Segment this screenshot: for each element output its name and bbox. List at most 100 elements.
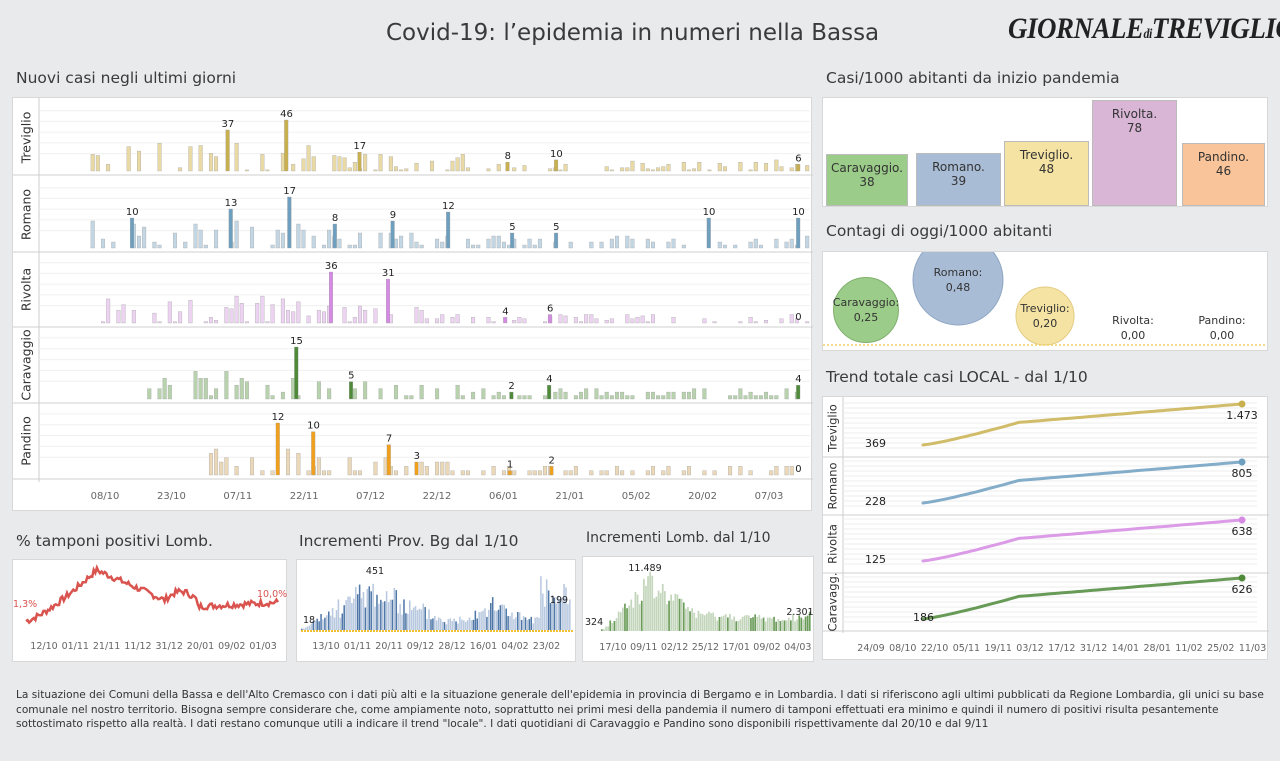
lomb-bar: [781, 620, 784, 631]
row-label-treviglio: Treviglio: [826, 404, 840, 453]
incr-bg-chart: 18 451 199 13/10 01/11 20/11 09/12 28/12 16/01 04…: [301, 566, 573, 652]
bar-rivolta: [358, 305, 362, 324]
bar-treviglio: [686, 169, 691, 172]
bar-romano: [301, 229, 306, 249]
bar-pandino: [481, 470, 486, 476]
x-tick-label: 28/12: [438, 641, 465, 652]
bubble-label: Caravaggio:: [833, 296, 899, 309]
bar-caravaggio: [547, 384, 552, 400]
bar-rivolta: [208, 317, 213, 324]
lomb-bar: [720, 616, 723, 631]
bar-romano: [532, 244, 537, 249]
data-label-treviglio: 17: [353, 141, 366, 152]
bar-rivolta: [738, 321, 743, 324]
bar-treviglio: [455, 157, 460, 172]
bar-caravaggio: [527, 395, 532, 400]
bg-bar: [445, 624, 448, 630]
bar-pandino: [666, 466, 671, 476]
bar-caravaggio: [208, 395, 213, 400]
lomb-bar: [701, 614, 704, 631]
bar-romano: [390, 220, 395, 249]
casi-card-label: Pandino.: [1197, 150, 1250, 164]
lomb-bar: [796, 619, 798, 631]
bar-caravaggio: [625, 395, 630, 400]
bar-pandino: [651, 466, 655, 476]
bg-bar: [520, 619, 523, 630]
bar-caravaggio: [758, 395, 763, 400]
bar-pandino: [738, 466, 743, 476]
lomb-bar: [735, 621, 738, 631]
bar-treviglio: [357, 152, 362, 172]
data-label-rivolta: 36: [325, 261, 338, 272]
bar-treviglio: [563, 164, 568, 172]
bar-pandino: [234, 466, 239, 476]
bar-pandino: [465, 470, 470, 476]
bg-bar: [567, 604, 569, 630]
bar-romano: [378, 232, 383, 249]
nuovi-casi-panel: Treviglio 37 46 17 8 10 6 Romano 10 13 17 8 9 12 5 5 10 1…: [12, 97, 813, 511]
bar-caravaggio: [147, 388, 152, 400]
bar-caravaggio: [316, 381, 321, 400]
bg-bar: [549, 603, 552, 630]
bar-pandino: [532, 470, 537, 476]
bar-caravaggio: [558, 388, 563, 400]
casi-card-pandino: Pandino. 46: [1182, 143, 1265, 206]
bar-caravaggio: [435, 388, 440, 400]
bar-rivolta: [131, 310, 136, 324]
bar-treviglio: [234, 143, 239, 172]
trend-endpoint-romano: [1238, 458, 1246, 466]
x-tick-label: 17/10: [599, 642, 626, 653]
bar-pandino: [615, 466, 619, 476]
bar-romano: [234, 220, 239, 249]
bar-treviglio: [178, 167, 183, 172]
bar-caravaggio: [543, 395, 548, 400]
bg-bar: [432, 618, 434, 630]
bar-pandino: [681, 470, 686, 476]
lomb-bar: [752, 617, 754, 631]
lomb-bar: [766, 617, 769, 631]
x-tick-label: 17/01: [723, 642, 750, 653]
bar-pandino: [568, 470, 573, 476]
bar-treviglio: [301, 158, 306, 172]
bar-rivolta: [471, 317, 476, 324]
lomb-bar: [613, 620, 616, 631]
bar-caravaggio: [702, 388, 707, 400]
x-tick-label: 21/11: [93, 641, 120, 652]
bg-bar: [540, 576, 542, 630]
bar-pandino: [604, 470, 609, 476]
x-tick-label: 07/12: [356, 491, 385, 502]
bg-bar: [399, 604, 401, 630]
bar-romano: [706, 217, 711, 249]
bar-pandino: [306, 470, 311, 476]
bg-bar: [362, 592, 365, 630]
lomb-bar: [712, 612, 714, 631]
lomb-bar: [626, 608, 628, 631]
lomb-bar: [666, 604, 668, 631]
bar-rivolta: [512, 320, 517, 324]
bar-romano: [630, 238, 635, 249]
lomb-bar: [743, 615, 746, 631]
bg-bar: [302, 628, 305, 630]
bar-pandino: [352, 470, 357, 476]
row-label-rivolta: Rivolta: [19, 268, 34, 311]
lomb-bar: [777, 619, 780, 631]
bar-treviglio: [332, 155, 337, 172]
bar-treviglio: [378, 154, 383, 172]
bar-pandino: [728, 466, 733, 476]
bg-bar: [391, 599, 394, 630]
x-tick-label: 20/01: [187, 641, 214, 652]
bar-treviglio: [388, 156, 393, 172]
bar-caravaggio: [661, 395, 666, 400]
bar-caravaggio: [203, 378, 208, 400]
incr-bg-panel: 18 451 199 13/10 01/11 20/11 09/12 28/12 16/01 04…: [296, 559, 576, 662]
bg-bar: [497, 609, 500, 630]
row-label-treviglio: Treviglio: [19, 112, 34, 165]
bar-romano: [805, 235, 810, 249]
data-label-romano: 5: [509, 222, 515, 233]
x-tick-label: 31/12: [156, 641, 183, 652]
bar-treviglio: [656, 167, 661, 172]
bar-rivolta: [630, 318, 635, 324]
bar-rivolta: [517, 317, 522, 324]
section-title-casi-1000: Casi/1000 abitanti da inizio pandemia: [826, 69, 1120, 87]
data-label-treviglio: 37: [222, 119, 235, 130]
